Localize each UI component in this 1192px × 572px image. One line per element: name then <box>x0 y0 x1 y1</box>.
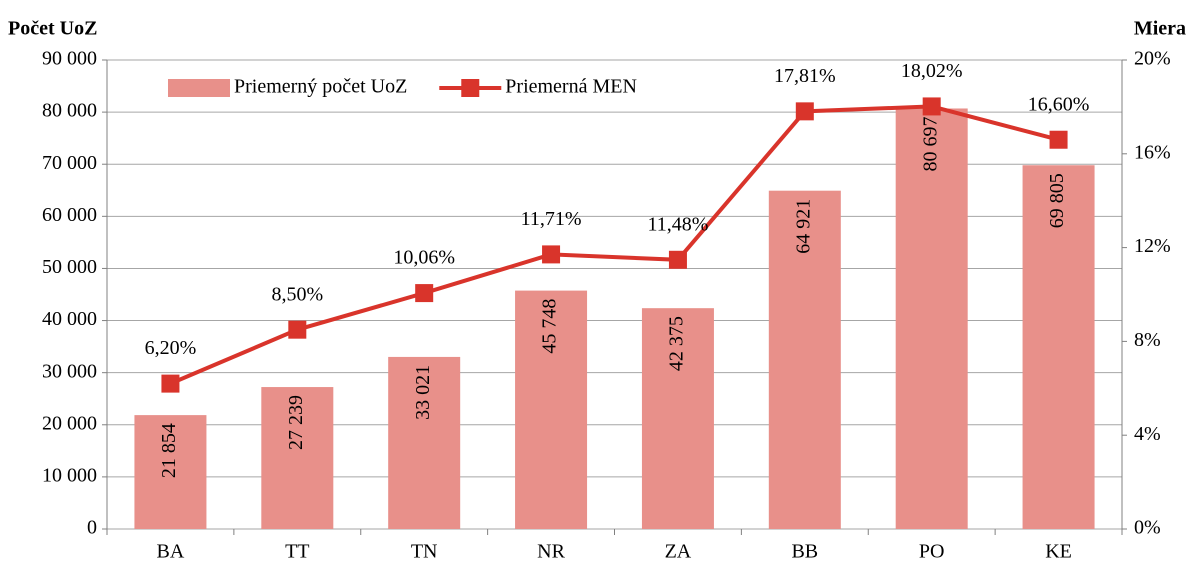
line-marker <box>161 374 180 393</box>
line-marker <box>415 284 434 303</box>
y2-tick-label: 8% <box>1134 329 1161 351</box>
line-marker <box>922 97 941 116</box>
bar <box>134 415 207 529</box>
y2-axis-title: Miera <box>1134 18 1186 40</box>
y-tick-label: 0 <box>87 517 97 539</box>
x-tick-label: KE <box>1045 541 1072 563</box>
y-tick-label: 40 000 <box>42 308 97 330</box>
line <box>169 104 1060 386</box>
legend-swatch <box>461 79 480 97</box>
y2-tick-label: 0% <box>1134 517 1161 539</box>
y-tick-label: 80 000 <box>42 100 97 122</box>
bar-value-label: 42 375 <box>666 316 688 371</box>
line-marker <box>542 245 561 264</box>
y2-tick-label: 20% <box>1134 48 1171 70</box>
y-tick-label: 70 000 <box>42 152 97 174</box>
x-tick-label: ZA <box>665 541 692 563</box>
y-tick-label: 10 000 <box>42 464 97 486</box>
line-value-label: 10,06% <box>393 247 455 269</box>
line-value-label: 17,81% <box>774 65 836 87</box>
bar <box>515 290 588 529</box>
y-tick-label: 60 000 <box>42 204 97 226</box>
bar <box>641 308 714 529</box>
line-value-label: 16,60% <box>1028 93 1090 115</box>
bar <box>768 190 841 529</box>
legend-label: Priemerný počet UoZ <box>234 76 407 98</box>
line-marker <box>795 102 814 121</box>
line-marker <box>668 250 687 269</box>
line-value-label: 11,71% <box>521 208 582 230</box>
y-tick-label: 90 000 <box>42 48 97 70</box>
x-tick-label: TN <box>411 541 438 563</box>
line-value-label: 8,50% <box>271 283 323 305</box>
y2-tick-label: 4% <box>1134 423 1161 445</box>
bar-value-label: 69 805 <box>1046 173 1068 228</box>
x-tick-label: BA <box>157 541 185 563</box>
x-tick-label: PO <box>919 541 945 563</box>
bar <box>261 387 334 529</box>
y2-tick-label: 12% <box>1134 235 1171 257</box>
line-marker <box>288 320 307 339</box>
bar-value-label: 27 239 <box>285 395 307 450</box>
y-tick-label: 20 000 <box>42 412 97 434</box>
line-value-label: 18,02% <box>901 60 963 82</box>
legend-swatch <box>168 79 230 97</box>
bar-value-label: 45 748 <box>539 299 561 354</box>
x-tick-label: TT <box>285 541 309 563</box>
line-marker <box>1049 130 1068 149</box>
bar-value-label: 64 921 <box>792 199 814 254</box>
bar-value-label: 21 854 <box>158 423 180 478</box>
bar <box>388 356 461 529</box>
bar-value-label: 33 021 <box>412 365 434 420</box>
line-value-label: 6,20% <box>145 337 197 359</box>
x-tick-label: NR <box>537 541 565 563</box>
x-tick-label: BB <box>791 541 818 563</box>
line-value-label: 11,48% <box>647 213 708 235</box>
y-tick-label: 30 000 <box>42 360 97 382</box>
bar <box>895 108 968 529</box>
bar <box>1022 165 1095 529</box>
y-tick-label: 50 000 <box>42 256 97 278</box>
legend-label: Priemerná MEN <box>505 76 637 98</box>
bar-value-label: 80 697 <box>919 116 941 171</box>
y2-tick-label: 16% <box>1134 141 1171 163</box>
y-axis-title: Počet UoZ <box>8 18 97 40</box>
